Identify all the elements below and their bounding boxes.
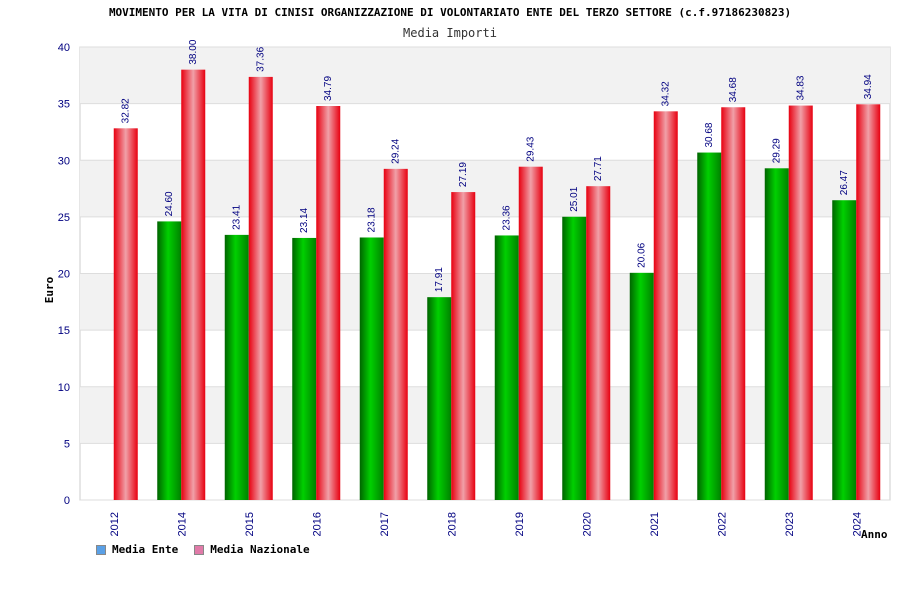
bar-media-nazionale [181, 69, 206, 501]
grid-band [80, 273, 890, 331]
bar-media-nazionale [383, 168, 408, 500]
bar-media-ente [629, 272, 654, 500]
bar-media-ente [359, 237, 384, 500]
bar-media-ente [427, 297, 452, 500]
legend-swatch-ente [96, 544, 106, 555]
y-tick-label: 15 [58, 325, 70, 337]
x-tick-label: 2021 [649, 512, 661, 536]
data-label-media-nazionale: 34.32 [661, 81, 672, 106]
bar-media-nazionale [518, 166, 543, 500]
x-tick-label: 2023 [784, 512, 796, 536]
x-tick-label: 2015 [244, 512, 256, 536]
x-tick-label: 2019 [514, 512, 526, 536]
x-tick-label: 2018 [446, 512, 458, 536]
data-label-media-nazionale: 34.79 [323, 76, 334, 101]
y-tick-label: 0 [64, 495, 70, 507]
data-label-media-ente: 29.29 [772, 138, 783, 163]
data-label-media-nazionale: 38.00 [188, 39, 199, 64]
grid-band [80, 47, 890, 104]
bar-media-nazionale [248, 76, 273, 500]
data-label-media-nazionale: 27.71 [593, 156, 604, 181]
data-label-media-ente: 26.47 [839, 170, 850, 195]
data-label-media-nazionale: 34.94 [863, 74, 874, 99]
y-tick-label: 20 [58, 269, 70, 281]
legend-item-nazionale: Media Nazionale [194, 543, 310, 556]
x-tick-label: 2014 [176, 512, 188, 536]
data-label-media-ente: 24.60 [164, 191, 175, 216]
legend-swatch-nazionale [194, 544, 205, 555]
chart-title: MOVIMENTO PER LA VITA DI CINISI ORGANIZZ… [108, 6, 792, 19]
data-label-media-ente: 17.91 [434, 267, 445, 292]
bar-media-ente [494, 235, 519, 500]
grid-band [80, 160, 890, 217]
bar-media-ente [292, 237, 317, 500]
y-tick-label: 10 [58, 382, 70, 394]
y-axis-label: Euro [43, 276, 56, 303]
bar-media-nazionale [113, 128, 138, 500]
legend-label-nazionale: Media Nazionale [210, 543, 310, 556]
bar-media-nazionale [856, 104, 881, 500]
data-label-media-nazionale: 32.82 [121, 98, 132, 123]
data-label-media-ente: 23.18 [367, 207, 378, 232]
data-label-media-ente: 23.36 [502, 205, 513, 230]
data-label-media-nazionale: 34.83 [796, 75, 807, 100]
x-tick-label: 2020 [581, 512, 593, 536]
bar-media-nazionale [316, 106, 341, 501]
chart-subtitle: Media Importi [403, 26, 497, 40]
data-label-media-ente: 23.14 [299, 207, 310, 232]
data-label-media-ente: 25.01 [569, 186, 580, 211]
bar-media-nazionale [451, 192, 476, 501]
x-tick-label: 2017 [379, 512, 391, 536]
bar-media-ente [157, 221, 182, 500]
data-label-media-nazionale: 27.19 [458, 162, 469, 187]
bar-media-ente [224, 234, 249, 500]
bar-media-nazionale [788, 105, 813, 501]
x-axis-label: Anno [861, 528, 888, 541]
x-tick-label: 2024 [851, 512, 863, 536]
y-tick-label: 25 [58, 212, 70, 224]
legend-item-ente: Media Ente [96, 543, 178, 556]
data-label-media-nazionale: 29.43 [526, 136, 537, 161]
data-label-media-ente: 23.41 [232, 204, 243, 229]
x-tick-label: 2022 [716, 512, 728, 536]
legend-label-ente: Media Ente [112, 543, 179, 556]
y-tick-label: 40 [58, 42, 70, 54]
bar-media-ente [764, 168, 789, 500]
x-tick-label: 2016 [311, 512, 323, 536]
data-label-media-nazionale: 37.36 [256, 46, 267, 71]
legend: Media Ente Media Nazionale [96, 543, 310, 556]
x-tick-label: 2012 [109, 512, 121, 536]
data-label-media-ente: 20.06 [637, 242, 648, 267]
bar-media-ente [562, 216, 587, 500]
bar-media-nazionale [721, 107, 746, 501]
y-tick-label: 35 [58, 99, 70, 111]
bar-media-nazionale [586, 186, 611, 500]
y-tick-label: 30 [58, 155, 70, 167]
grid-band [80, 386, 890, 444]
data-label-media-ente: 30.68 [704, 122, 715, 147]
bar-media-ente [832, 200, 857, 501]
bar-media-ente [697, 152, 722, 500]
data-label-media-nazionale: 34.68 [728, 77, 739, 102]
data-label-media-nazionale: 29.24 [391, 138, 402, 163]
bar-media-nazionale [653, 111, 678, 501]
y-tick-label: 5 [64, 438, 70, 450]
